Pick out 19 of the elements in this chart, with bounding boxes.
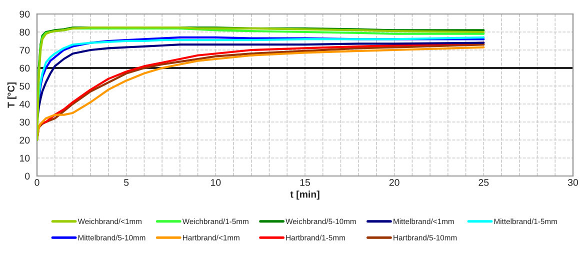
y-tick-label: 90 xyxy=(20,10,30,18)
y-tick-label: 10 xyxy=(20,154,30,162)
y-axis-title: T [°C] xyxy=(7,82,16,108)
x-tick-label: 5 xyxy=(124,179,129,186)
y-tick-label: 0 xyxy=(25,172,30,180)
y-tick-label: 60 xyxy=(20,64,30,72)
x-tick-label: 30 xyxy=(568,179,578,186)
y-tick-label: 20 xyxy=(20,136,30,144)
y-tick-label: 80 xyxy=(20,28,30,36)
x-tick-label: 25 xyxy=(478,179,489,186)
x-tick-label: 10 xyxy=(211,179,221,186)
y-tick-label: 40 xyxy=(19,100,30,108)
y-tick-label: 30 xyxy=(20,118,30,126)
y-tick-label: 50 xyxy=(20,82,30,90)
y-tick-label: 70 xyxy=(20,46,30,54)
x-tick-label: 20 xyxy=(389,179,400,186)
x-tick-label: 0 xyxy=(34,179,40,186)
x-axis-title: t [min] xyxy=(290,190,320,200)
x-tick-label: 15 xyxy=(300,179,310,186)
